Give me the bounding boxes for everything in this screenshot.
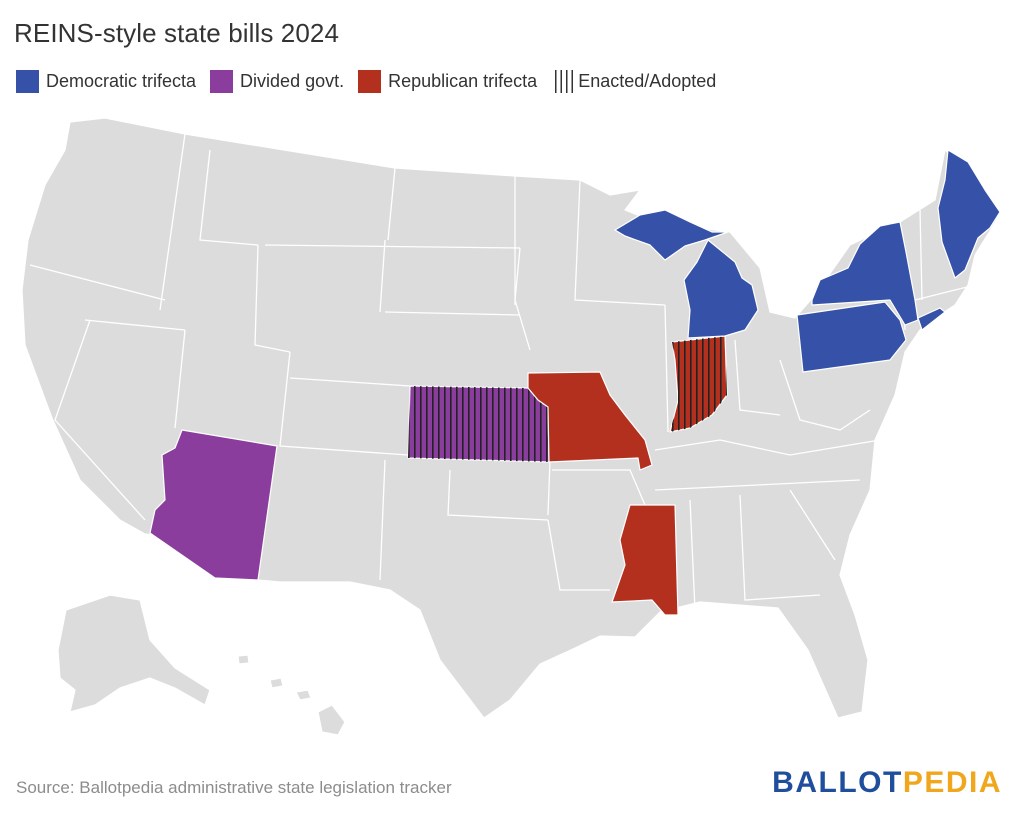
legend: Democratic trifecta Divided govt. Republ… [16, 70, 730, 93]
source-note: Source: Ballotpedia administrative state… [16, 778, 452, 797]
state-border-lines [29, 133, 976, 611]
state-maine [937, 149, 1001, 279]
state-new-york [811, 221, 919, 326]
legend-label-democratic: Democratic trifecta [46, 71, 197, 91]
alaska [57, 594, 211, 713]
state-pennsylvania [796, 301, 907, 373]
legend-swatch-democratic [16, 70, 39, 93]
legend-label-enacted: Enacted/Adopted [578, 71, 717, 91]
state-missouri [527, 371, 653, 471]
legend-swatch-enacted [551, 70, 575, 93]
legend-item-democratic: Democratic trifecta [16, 70, 196, 93]
legend-swatch-divided [210, 70, 234, 93]
legend-item-divided: Divided govt. [210, 70, 344, 93]
state-arizona [149, 429, 278, 581]
logo-part-ballot: BALLOT [772, 766, 903, 799]
legend-swatch-republican [358, 70, 382, 93]
state-indiana-hatch [670, 336, 727, 432]
state-new-york-long-island [917, 307, 946, 331]
map-title: REINS-style state bills 2024 [14, 18, 340, 48]
ballotpedia-logo: BALLOTPEDIA [772, 766, 1002, 800]
legend-label-republican: Republican trifecta [388, 71, 538, 91]
hawaii-maui [295, 689, 312, 701]
state-michigan-lower [683, 239, 759, 339]
legend-item-republican: Republican trifecta [358, 70, 537, 93]
hawaii-kauai [237, 654, 250, 665]
state-kansas-hatch [408, 386, 549, 462]
hawaii-big-island [317, 704, 346, 736]
state-mississippi [611, 504, 679, 616]
us-map [21, 117, 1001, 736]
state-michigan-upper [614, 209, 729, 261]
logo-part-pedia: PEDIA [902, 766, 1002, 799]
legend-item-enacted: Enacted/Adopted [551, 70, 716, 93]
legend-label-divided: Divided govt. [240, 71, 345, 91]
hawaii-oahu [269, 677, 284, 689]
